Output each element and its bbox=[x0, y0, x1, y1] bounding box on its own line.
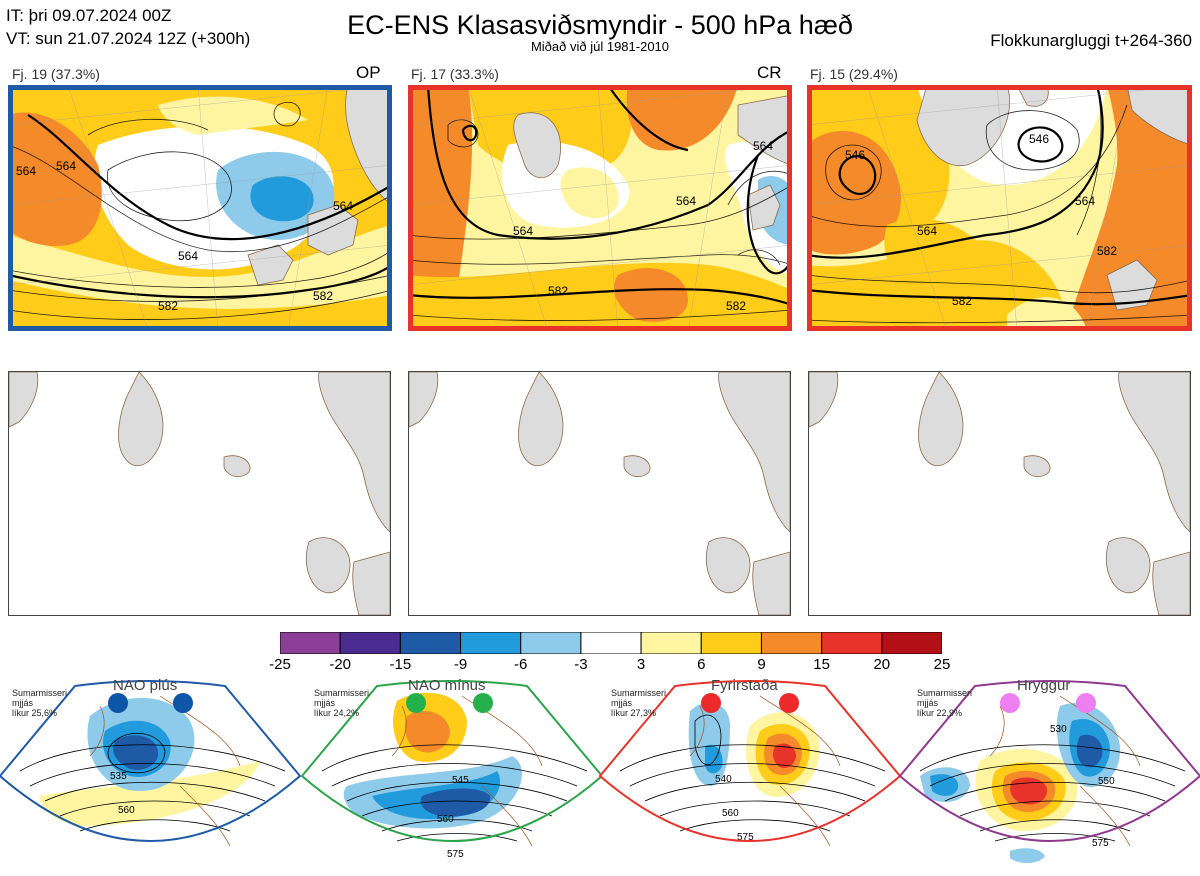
regime-2-title: NAO mínus bbox=[408, 677, 486, 694]
regime-hryggur: 530 550 575 bbox=[898, 680, 1200, 864]
note-line: líkur 22,9% bbox=[917, 708, 963, 718]
page-subtitle: Miðað við júl 1981-2010 bbox=[530, 39, 670, 54]
cluster-map-2[interactable]: 564 564 582 582 564 bbox=[408, 85, 792, 331]
contour-label: 582 bbox=[726, 299, 746, 313]
colorbar-segment bbox=[520, 631, 582, 655]
regime-2-note: Sumarmisseri mjjás líkur 24,2% bbox=[314, 688, 369, 718]
contour-label: 550 bbox=[1098, 776, 1115, 787]
blank-map-3 bbox=[808, 371, 1191, 616]
panel-1-tag: OP bbox=[356, 63, 381, 82]
contour-label: 535 bbox=[110, 771, 127, 782]
contour-label: 546 bbox=[1029, 132, 1049, 146]
colorbar bbox=[279, 631, 943, 655]
regime-nao-minus: 545 560 575 bbox=[300, 680, 604, 860]
contour-label: 564 bbox=[333, 199, 353, 213]
panel-2-label: Fj. 17 (33.3%) bbox=[411, 66, 499, 82]
blank-map-2 bbox=[408, 371, 791, 616]
contour-label: 560 bbox=[437, 814, 454, 825]
contour-label: 540 bbox=[715, 774, 732, 785]
contour-label: 564 bbox=[16, 164, 36, 178]
regime-1-title: NAO plús bbox=[113, 677, 178, 694]
cluster-map-3[interactable]: 546 564 582 582 564 546 bbox=[807, 85, 1192, 331]
colorbar-segment bbox=[460, 631, 522, 655]
contour-label: 564 bbox=[676, 194, 696, 208]
panel-3-label: Fj. 15 (29.4%) bbox=[810, 66, 898, 82]
classification-window: Flokkunargluggi t+264-360 bbox=[990, 31, 1192, 50]
contour-label: 575 bbox=[447, 849, 464, 860]
colorbar-segment bbox=[279, 631, 341, 655]
contour-label: 582 bbox=[1097, 244, 1117, 258]
regime-1-note: Sumarmisseri mjjás líkur 25,6% bbox=[12, 688, 67, 718]
note-line: líkur 24,2% bbox=[314, 708, 360, 718]
colorbar-tick-label: 20 bbox=[873, 656, 891, 673]
regime-4-note: Sumarmisseri mjjás líkur 22,9% bbox=[917, 688, 972, 718]
colorbar-segment bbox=[580, 631, 642, 655]
blank-map-1 bbox=[8, 371, 391, 616]
colorbar-segment bbox=[700, 631, 762, 655]
contour-label: 564 bbox=[917, 224, 937, 238]
contour-label: 530 bbox=[1050, 724, 1067, 735]
contour-label: 582 bbox=[548, 284, 568, 298]
colorbar-segment bbox=[399, 631, 462, 655]
regime-nao-plus: 535 560 bbox=[0, 680, 302, 847]
colorbar-segment bbox=[640, 631, 702, 655]
note-line: líkur 25,6% bbox=[12, 708, 58, 718]
contour-label: 564 bbox=[178, 249, 198, 263]
colorbar-tick-label: 15 bbox=[813, 656, 830, 673]
note-line: mjjás bbox=[314, 698, 336, 708]
colorbar-tick-label: -3 bbox=[574, 656, 588, 673]
page-title: EC-ENS Klasasviðsmyndir - 500 hPa hæð bbox=[347, 10, 853, 40]
contour-label: 582 bbox=[158, 299, 178, 313]
contour-label: 564 bbox=[56, 159, 76, 173]
colorbar-tick-label: -9 bbox=[453, 656, 468, 673]
regime-3-note: Sumarmisseri mjjás líkur 27,3% bbox=[611, 688, 666, 718]
colorbar-tick-label: -25 bbox=[269, 656, 291, 673]
panel-1-label: Fj. 19 (37.3%) bbox=[12, 66, 100, 82]
panel-2-tag: CR bbox=[757, 63, 782, 82]
regime-4-title: Hryggur bbox=[1017, 677, 1071, 694]
regime-fyrirstada: 540 560 575 bbox=[598, 680, 902, 847]
contour-label: 582 bbox=[952, 294, 972, 308]
note-line: mjjás bbox=[12, 698, 34, 708]
contour-label: 560 bbox=[118, 805, 135, 816]
note-line: Sumarmisseri bbox=[917, 688, 973, 698]
contour-label: 546 bbox=[845, 148, 865, 162]
note-line: mjjás bbox=[917, 698, 939, 708]
note-line: Sumarmisseri bbox=[12, 688, 68, 698]
regime-row: 535 560 545 560 575 bbox=[0, 676, 1200, 871]
colorbar-segment bbox=[881, 631, 943, 655]
colorbar-segment bbox=[760, 631, 823, 655]
contour-label: 564 bbox=[753, 139, 773, 153]
contour-label: 564 bbox=[1075, 194, 1095, 208]
colorbar-tick-label: 3 bbox=[636, 656, 646, 673]
note-line: Sumarmisseri bbox=[314, 688, 370, 698]
note-line: mjjás bbox=[611, 698, 633, 708]
valid-time: VT: sun 21.07.2024 12Z (+300h) bbox=[6, 29, 251, 48]
colorbar-tick-label: -6 bbox=[514, 656, 528, 673]
colorbar-labels: -25 -20 -15 -9 -6 -3 3 6 9 15 20 25 bbox=[0, 656, 1200, 676]
regime-3-title: Fyrirstaða bbox=[711, 677, 778, 694]
colorbar-tick-label: -15 bbox=[389, 656, 412, 673]
note-line: Sumarmisseri bbox=[611, 688, 667, 698]
note-line: líkur 27,3% bbox=[611, 708, 657, 718]
contour-label: 545 bbox=[452, 775, 469, 786]
contour-label: 560 bbox=[722, 808, 739, 819]
colorbar-tick-label: -20 bbox=[329, 656, 352, 673]
contour-label: 575 bbox=[737, 832, 754, 843]
colorbar-segment bbox=[821, 631, 883, 655]
colorbar-tick-label: 9 bbox=[757, 656, 766, 673]
contour-label: 575 bbox=[1092, 838, 1109, 849]
colorbar-segment bbox=[339, 631, 401, 655]
colorbar-tick-label: 6 bbox=[697, 656, 706, 673]
colorbar-tick-label: 25 bbox=[933, 656, 951, 673]
contour-label: 564 bbox=[513, 224, 533, 238]
init-time: IT: þri 09.07.2024 00Z bbox=[6, 6, 172, 25]
contour-label: 582 bbox=[313, 289, 333, 303]
cluster-map-1[interactable]: 564 564 564 582 582 564 bbox=[8, 85, 392, 331]
